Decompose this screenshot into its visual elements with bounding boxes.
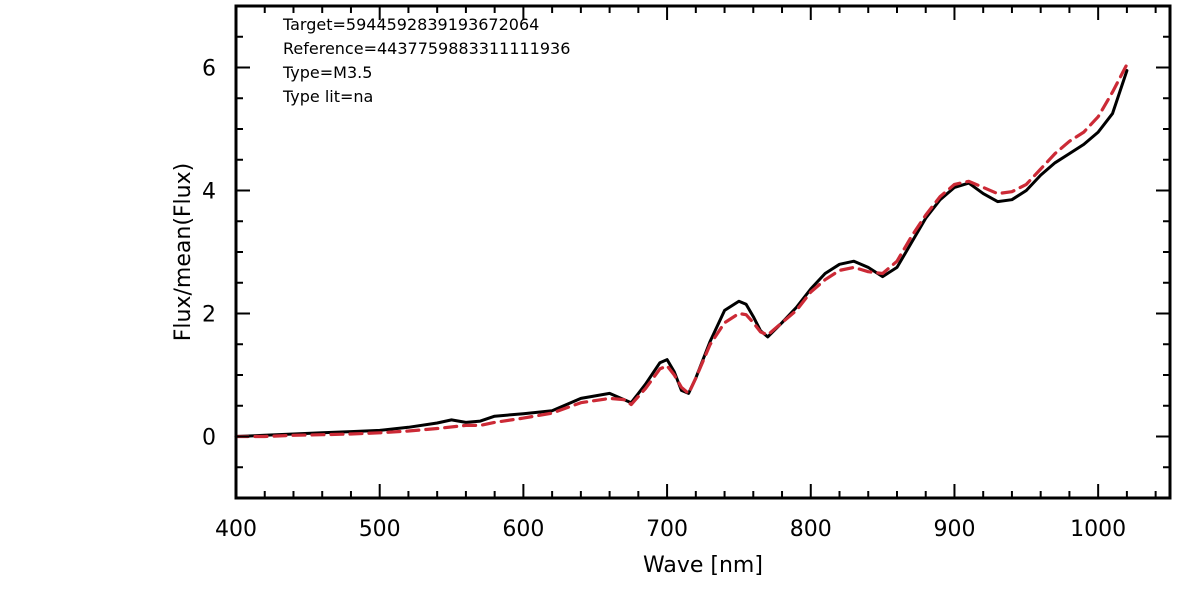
x-axis-title: Wave [nm] [643,553,763,578]
annotation-layer: Target=5944592839193672064 Reference=4437… [282,15,570,106]
y-tick-label: 6 [202,57,216,82]
x-tick-label: 800 [790,517,832,542]
x-tick-label: 400 [215,517,257,542]
annotation-line: Type=M3.5 [282,63,372,82]
x-tick-label: 500 [359,517,401,542]
y-axis-title: Flux/mean(Flux) [171,163,196,341]
y-tick-label: 4 [202,180,216,205]
plot-frame [234,4,1172,500]
y-tick-label: 0 [202,426,216,451]
series-layer [234,62,1129,439]
y-tick-label: 2 [202,303,216,328]
tick-layer: 400 500 600 700 800 900 1000 0 2 4 6 [202,5,1170,542]
annotation-line: Reference=4437759883311111936 [283,39,570,58]
x-tick-label: 900 [933,517,975,542]
x-tick-label: 600 [502,517,544,542]
reference-series-line [234,62,1129,439]
annotation-line: Type lit=na [282,87,373,106]
x-tick-label: 1000 [1070,517,1126,542]
target-series-line [234,69,1129,438]
x-tick-label: 700 [646,517,688,542]
annotation-line: Target=5944592839193672064 [282,15,539,34]
